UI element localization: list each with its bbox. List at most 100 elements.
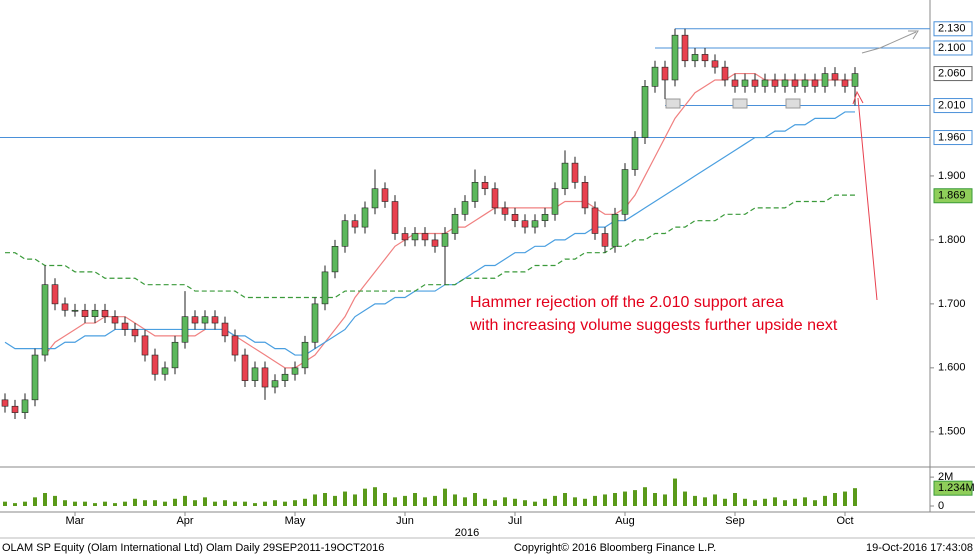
x-tick-label: Jun bbox=[396, 515, 414, 527]
candle-body bbox=[1, 399, 9, 407]
volume-bar bbox=[173, 498, 177, 506]
volume-bar bbox=[363, 488, 367, 506]
level-tag: 2.130 bbox=[938, 23, 966, 35]
x-tick-label: May bbox=[285, 515, 306, 527]
volume-bar bbox=[683, 491, 687, 506]
candle-body bbox=[611, 214, 619, 247]
candle-body bbox=[771, 79, 779, 87]
volume-bar bbox=[353, 494, 357, 506]
candle-body bbox=[561, 162, 569, 190]
volume-bar bbox=[43, 493, 47, 506]
candle-body bbox=[541, 214, 549, 222]
candle-body bbox=[61, 303, 69, 311]
volume-bar bbox=[313, 494, 317, 506]
moving-average bbox=[4, 111, 855, 356]
volume-bar bbox=[533, 501, 537, 506]
x-tick-label: Mar bbox=[66, 515, 85, 527]
volume-bar bbox=[413, 493, 417, 506]
candle-body bbox=[141, 335, 149, 356]
volume-bar bbox=[323, 493, 327, 506]
volume-bar bbox=[433, 495, 437, 506]
candle-body bbox=[81, 309, 89, 317]
volume-bar bbox=[233, 501, 237, 506]
candle-body bbox=[461, 201, 469, 215]
candle-body bbox=[711, 60, 719, 68]
candle-body bbox=[221, 322, 229, 337]
y-tick-label: 1.900 bbox=[938, 170, 966, 182]
volume-bar bbox=[723, 498, 727, 506]
candle-body bbox=[391, 201, 399, 234]
candle-body bbox=[841, 79, 849, 87]
candle-body bbox=[801, 79, 809, 87]
candle-body bbox=[531, 220, 539, 228]
year-label: 2016 bbox=[455, 527, 479, 539]
volume-bar bbox=[613, 493, 617, 506]
candle-body bbox=[161, 367, 169, 375]
marks: 1.500 1.600 1.700 1.800 1.900 0 2M Mar Apr May Jun… bbox=[0, 21, 975, 527]
volume-bar bbox=[333, 495, 337, 506]
candle-body bbox=[211, 316, 219, 324]
candle-body bbox=[741, 79, 749, 87]
ma-tag: 1.869 bbox=[938, 190, 966, 202]
y-tick-label: 1.500 bbox=[938, 426, 966, 438]
candle-body bbox=[311, 303, 319, 343]
volume-bar bbox=[813, 500, 817, 506]
volume-bar bbox=[713, 494, 717, 506]
arrow-head bbox=[852, 90, 864, 105]
volume-bar bbox=[803, 497, 807, 506]
candle-body bbox=[471, 182, 479, 202]
volume-bar bbox=[563, 493, 567, 506]
candle-body bbox=[431, 239, 439, 247]
volume-bar bbox=[33, 497, 37, 506]
y-tick-label: 1.600 bbox=[938, 362, 966, 374]
ma-tag-box bbox=[933, 188, 973, 204]
volume-bar bbox=[793, 498, 797, 506]
x-tick-label: Apr bbox=[176, 515, 193, 527]
candle-body bbox=[411, 233, 419, 241]
candle-body bbox=[341, 220, 349, 247]
volume-bar bbox=[453, 494, 457, 506]
volume-bar bbox=[103, 501, 107, 506]
candle-body bbox=[621, 169, 629, 215]
moving-average bbox=[44, 72, 855, 369]
volume-tick-label: 2M bbox=[938, 471, 953, 483]
candle-body bbox=[71, 309, 79, 312]
candle-body bbox=[181, 316, 189, 343]
candle-body bbox=[671, 34, 679, 81]
volume-bar bbox=[663, 494, 667, 506]
candle-body bbox=[131, 329, 139, 337]
candle-body bbox=[521, 220, 529, 228]
volume-bar bbox=[603, 494, 607, 506]
candle-body bbox=[361, 207, 369, 228]
candle-body bbox=[571, 162, 579, 183]
volume-bar bbox=[113, 503, 117, 506]
candle-body bbox=[31, 354, 39, 401]
level-tag-box bbox=[933, 98, 973, 114]
volume-bar bbox=[583, 498, 587, 506]
volume-bar bbox=[193, 500, 197, 506]
candle-body bbox=[751, 79, 759, 87]
volume-bar bbox=[733, 493, 737, 506]
footer-right: 19-Oct-2016 17:43:08 bbox=[866, 542, 973, 554]
candle-body bbox=[251, 367, 259, 381]
candle-body bbox=[491, 188, 499, 209]
projection-arrow bbox=[861, 31, 917, 54]
volume-bar bbox=[693, 495, 697, 506]
volume-bar bbox=[283, 501, 287, 506]
level-tag-box bbox=[933, 40, 973, 56]
volume-bar bbox=[273, 500, 277, 506]
candle-body bbox=[601, 233, 609, 247]
candle-body bbox=[121, 322, 129, 330]
volume-bar bbox=[853, 488, 857, 506]
candle-body bbox=[151, 354, 159, 375]
volume-bar bbox=[123, 501, 127, 506]
candle-body bbox=[651, 66, 659, 87]
volume-tag: 1.234M bbox=[938, 482, 975, 494]
arrow-head bbox=[908, 30, 919, 40]
volume-bar bbox=[53, 495, 57, 506]
volume-bar bbox=[403, 495, 407, 506]
candle-body bbox=[281, 373, 289, 381]
volume-bar bbox=[643, 487, 647, 506]
volume-bar bbox=[373, 487, 377, 506]
candle-body bbox=[171, 341, 179, 369]
